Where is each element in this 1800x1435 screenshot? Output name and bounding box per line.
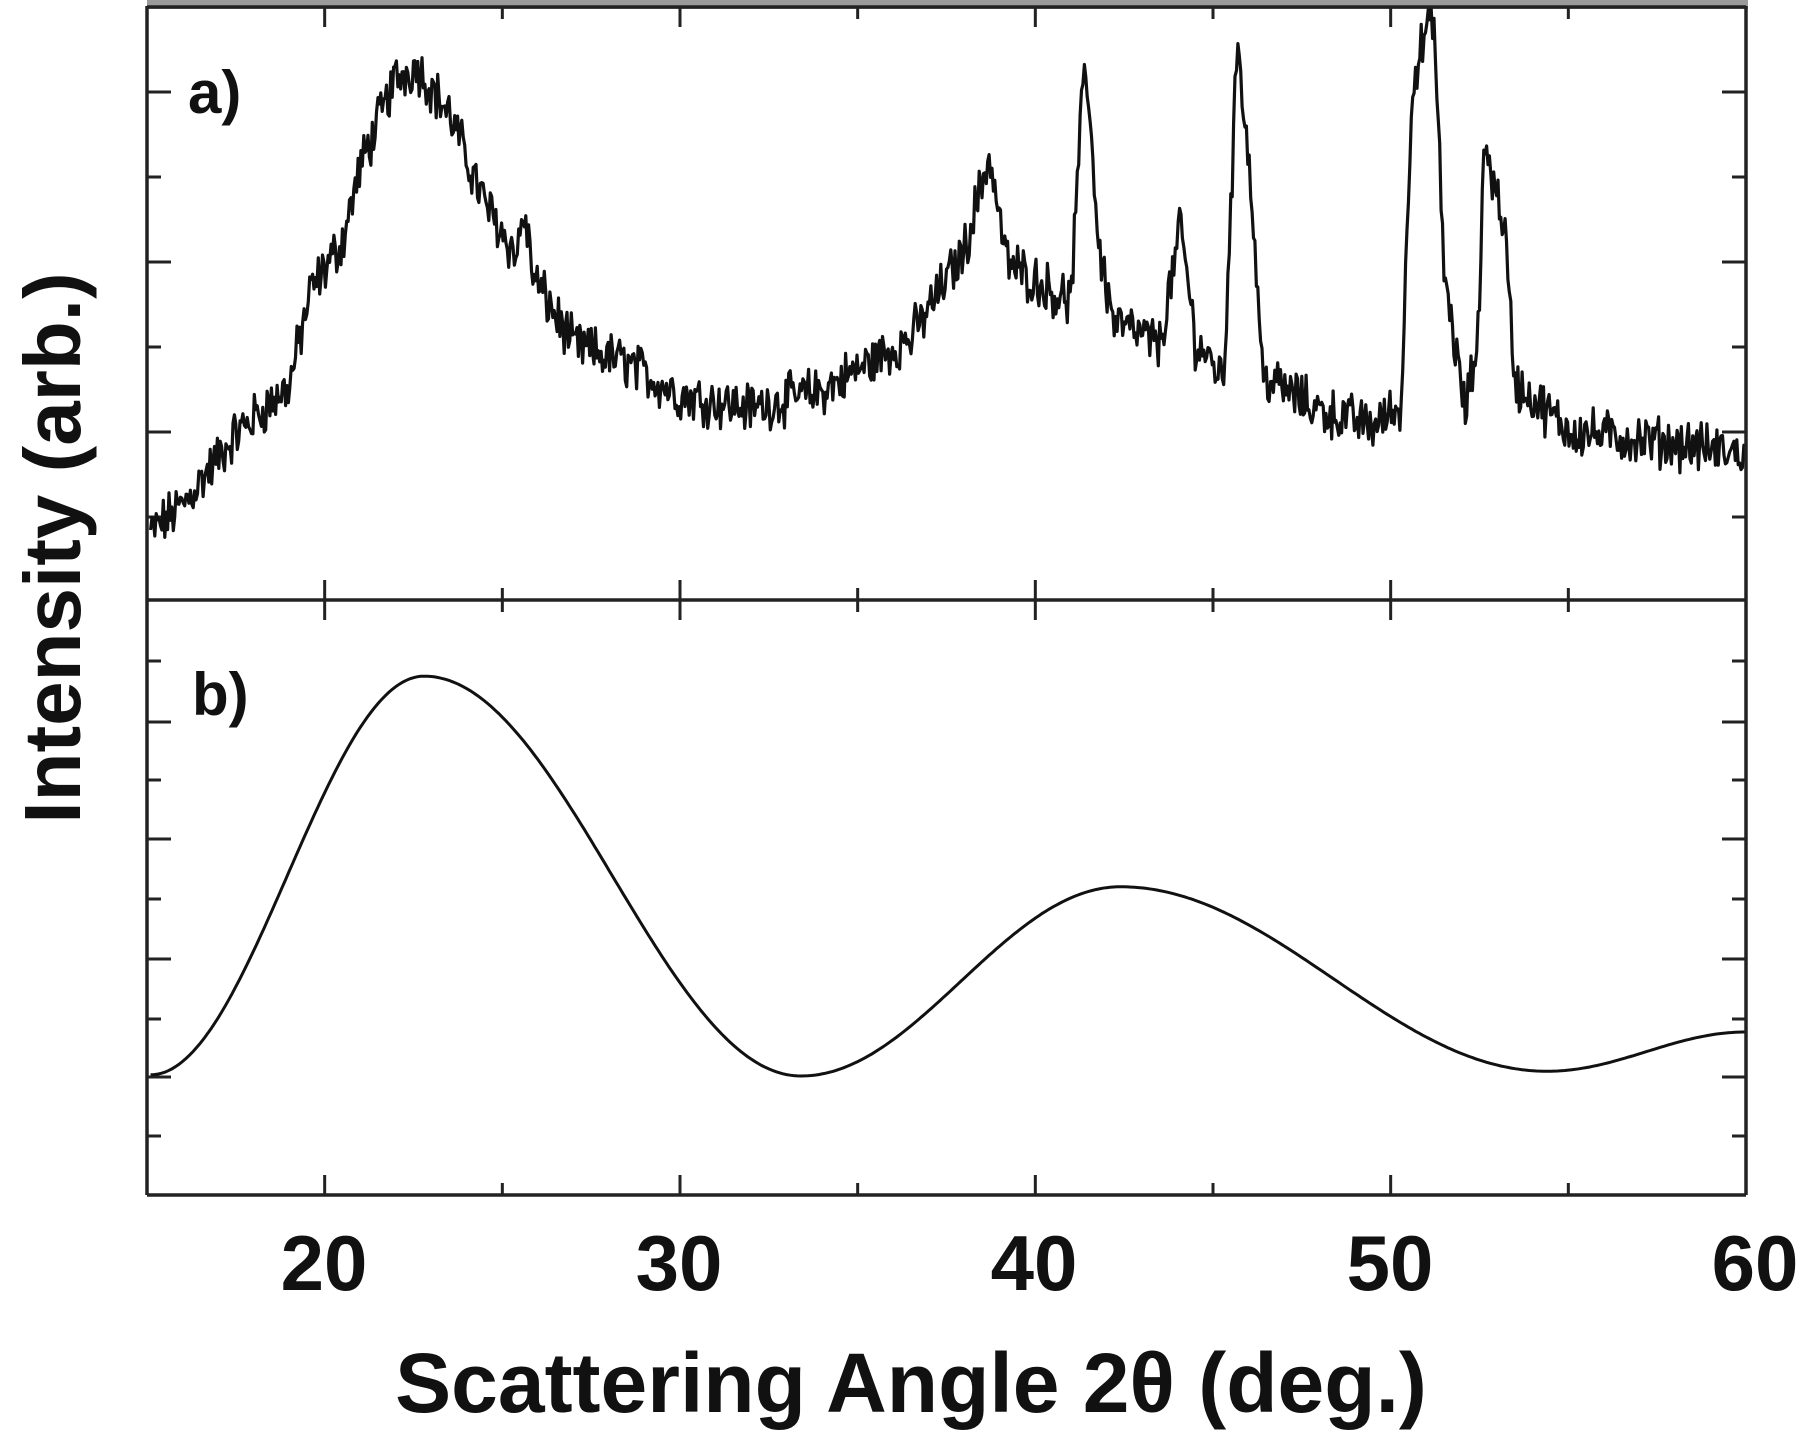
panel-b-ticks <box>147 600 1748 1195</box>
top-edge-band <box>147 0 1748 9</box>
x-tick-label-60: 60 <box>1712 1219 1799 1307</box>
x-tick-label-20: 20 <box>281 1219 368 1307</box>
x-axis-title: Scattering Angle 2θ (deg.) <box>395 1336 1427 1430</box>
x-tick-label-30: 30 <box>636 1219 723 1307</box>
panel-a-label: a) <box>188 59 241 126</box>
x-tick-label-50: 50 <box>1347 1219 1434 1307</box>
panel-b-model-curve <box>150 674 1746 1078</box>
panel-a-xrd-curve <box>149 7 1747 539</box>
panel-a: a) <box>147 7 1748 600</box>
panel-b-label: b) <box>192 661 249 728</box>
x-tick-label-40: 40 <box>991 1219 1078 1307</box>
plot-frame <box>145 5 1748 1197</box>
y-axis-title: Intensity (arb.) <box>8 272 97 823</box>
panel-b: b) <box>147 600 1748 1195</box>
x-tick-labels: 20 30 40 50 60 <box>281 1219 1799 1307</box>
